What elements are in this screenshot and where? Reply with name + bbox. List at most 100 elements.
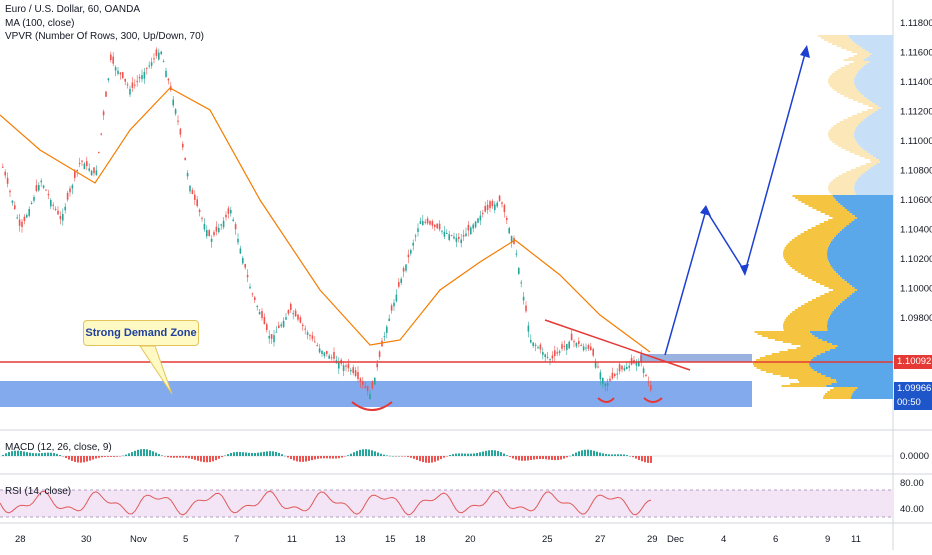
demand-zone[interactable] [0,381,752,407]
vp-up-bar [786,317,829,319]
macd-bar [62,456,64,457]
candle-body [450,235,453,237]
macd-bar [290,456,292,460]
candle-body [419,221,422,224]
vp-up-bar [783,323,828,325]
time-tick: 6 [773,534,778,545]
vp-down-bar [836,199,893,201]
macd-bar [68,456,70,460]
candle-body [489,201,491,209]
candle-body [148,65,150,67]
vp-up-bar [828,287,855,289]
candle-body [585,347,587,349]
candle-body [138,77,141,79]
macd-bar [368,449,370,456]
candle-body [405,264,407,271]
macd-bar [149,450,151,456]
vp-up-bar [840,67,862,69]
macd-bar [122,455,124,457]
candle-body [400,278,402,283]
vp-down-bar [869,61,893,63]
vp-up-bar [792,311,833,313]
candle-body [6,177,9,184]
candle-body [153,58,155,60]
vp-up-bar [828,187,855,189]
price-axis[interactable]: 1.11800 1.11600 1.11400 1.11200 1.11000 1.108… [900,18,932,324]
vp-up-bar [831,127,856,129]
candle-body [210,238,213,242]
macd-bar [416,456,418,460]
macd-bar [341,456,343,458]
price-tick: 1.11400 [900,77,932,88]
demand-zone-callout[interactable]: Strong Demand Zone [83,320,199,346]
candle-body [42,185,45,188]
vp-down-bar [875,157,893,159]
vp-down-bar [846,297,893,299]
candle-body [35,185,38,191]
vp-down-bar [856,141,893,143]
candle-body [580,345,582,347]
candle-body [100,133,102,135]
neckline-box[interactable] [640,354,752,362]
vp-down-bar [866,97,893,99]
vp-down-bar [854,79,893,81]
vp-up-bar [820,295,850,297]
macd-bar [278,452,280,456]
macd-bar [128,453,130,456]
vp-up-bar [870,161,880,163]
vp-down-bar [837,233,893,235]
vp-down-bar [879,159,893,161]
macd-bar [113,456,115,457]
macd-bar [407,456,409,457]
vp-up-bar [853,61,870,63]
candle-body [273,335,275,343]
candle-body [467,224,470,231]
macd-bar [488,450,490,456]
candle-body [220,224,222,226]
candle-body [472,224,474,229]
candle-body [597,366,599,368]
vp-up-bar [832,43,857,45]
candle-body [508,228,510,234]
time-tick: 18 [415,534,426,545]
price-tick: 1.10000 [900,284,932,295]
vp-down-bar [855,181,893,183]
candle-body [474,221,477,228]
macd-bar [542,456,544,460]
macd-bar [356,450,358,456]
candle-body [275,331,278,333]
macd-bar [422,456,424,463]
macd-bar [548,456,550,460]
macd-bar [464,453,466,456]
vp-down-bar [859,91,893,93]
vp-up-bar [784,259,829,261]
candle-body [465,233,467,237]
vp-down-bar [869,55,893,57]
macd-bar [626,455,628,456]
time-axis[interactable]: 28 30 Nov 5 7 11 13 15 18 20 25 27 29 Dec 4 6 9 11 [15,534,861,545]
vp-up-bar [853,55,870,57]
trend-line[interactable] [544,319,691,371]
candle-body [69,188,71,193]
macd-bar [596,451,598,456]
candle-body [306,332,309,335]
time-tick: Dec [667,534,684,545]
candle-body [566,344,568,351]
vp-down-bar [844,207,893,209]
candle-body [215,226,218,232]
vp-up-bar [795,197,835,199]
macd-bar [83,456,85,463]
macd-bar [386,455,388,456]
vp-up-bar [844,65,864,67]
vp-up-bar [829,129,855,131]
vp-down-bar [854,187,893,189]
vp-down-bar [837,305,893,307]
vp-down-bar [862,173,893,175]
macd-bar [260,452,262,456]
price-tick: 1.09800 [900,313,932,324]
candle-body [107,78,110,81]
projection-path[interactable] [664,49,807,356]
vp-down-bar [827,325,893,327]
